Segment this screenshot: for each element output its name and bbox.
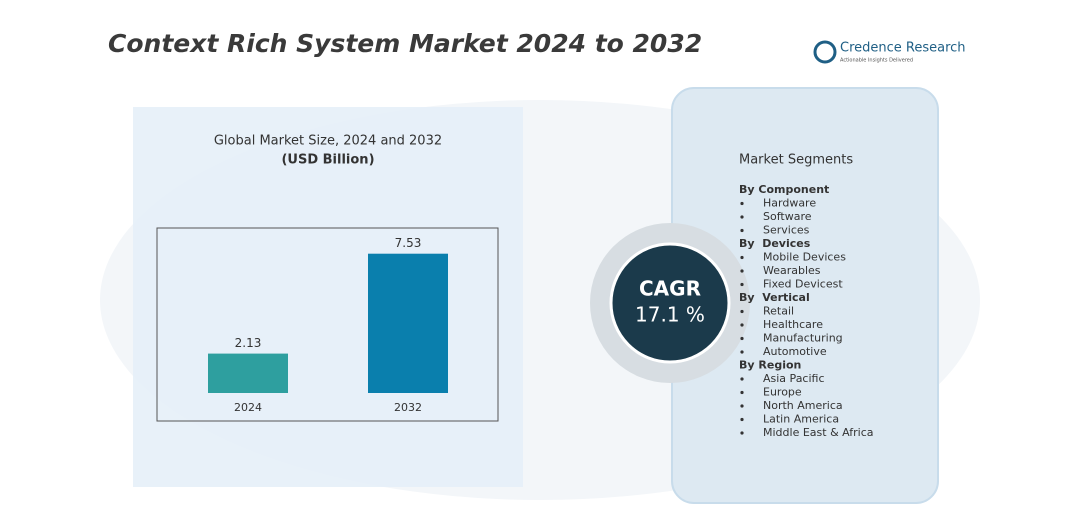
bullet [740,282,744,287]
bullet [740,323,744,327]
x-tick-label: 2032 [394,401,422,414]
bullet [740,309,744,314]
bullet [740,390,744,395]
bullet [740,350,744,354]
logo-tagline: Actionable Insights Delivered [840,58,913,64]
bar-group: 2.13 2024 7.53 2032 [208,236,448,414]
bullet [740,336,744,341]
segment-heading: By Vertical [739,291,810,304]
segment-heading: By Component [739,183,829,196]
bar [368,253,448,393]
segment-heading: By Devices [739,237,811,250]
bullet [740,417,744,422]
bullet [740,377,744,381]
segment-item: Services [763,224,810,237]
bullet [740,431,744,435]
value-label: 7.53 [395,236,422,250]
segment-item: Manufacturing [763,332,843,345]
x-tick-label: 2024 [234,401,262,414]
segment-item: Healthcare [763,318,823,331]
chart-title: Global Market Size, 2024 and 2032 [214,134,442,149]
cagr-circle [609,242,731,364]
segment-item: Automotive [763,345,827,358]
segment-item: Middle East & Africa [763,426,874,439]
segment-item: North America [763,399,843,412]
chart-frame [156,227,499,422]
segment-item: Europe [763,386,802,399]
segment-item: Latin America [763,413,839,426]
segment-heading: By Region [739,359,801,372]
logo-icon [813,40,837,64]
segment-item: Wearables [763,264,821,277]
logo-name: Credence Research [840,41,966,56]
bar [208,353,288,393]
chart-panel [133,107,523,487]
segments-title: Market Segments [739,153,853,168]
cagr-label: CAGR [639,277,701,301]
segment-item: Software [763,210,812,223]
page-title: Context Rich System Market 2024 to 2032 [108,29,702,58]
segment-item: Retail [763,305,794,318]
segment-item: Hardware [763,197,816,210]
cagr-value: 17.1 % [635,303,705,327]
bullet [740,215,744,219]
bullet [740,228,744,233]
segment-item: Mobile Devices [763,251,846,264]
logo: Credence Research Actionable Insights De… [813,40,966,64]
bullet [740,255,744,260]
segment-item: Asia Pacific [763,372,825,385]
segment-item: Fixed Devicest [763,278,843,291]
bullet [740,269,744,273]
bullet [740,201,744,206]
value-label: 2.13 [235,336,262,350]
chart-subtitle: (USD Billion) [281,153,374,168]
bullet [740,404,744,408]
